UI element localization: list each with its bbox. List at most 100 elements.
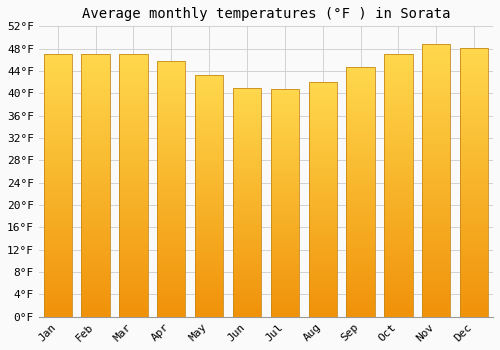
Bar — [270, 155, 299, 157]
Bar — [270, 230, 299, 232]
Bar — [308, 234, 337, 237]
Bar — [384, 272, 412, 275]
Bar — [346, 197, 375, 199]
Bar — [384, 220, 412, 222]
Bar — [233, 271, 261, 273]
Bar — [157, 289, 186, 291]
Bar — [384, 314, 412, 317]
Bar — [460, 128, 488, 131]
Bar — [460, 110, 488, 112]
Bar — [195, 138, 224, 141]
Bar — [119, 254, 148, 257]
Bar — [460, 212, 488, 215]
Bar — [460, 293, 488, 295]
Bar — [44, 212, 72, 215]
Bar — [157, 153, 186, 156]
Bar — [195, 223, 224, 225]
Bar — [82, 225, 110, 228]
Bar — [346, 104, 375, 106]
Bar — [384, 80, 412, 83]
Bar — [346, 192, 375, 194]
Bar — [195, 172, 224, 174]
Bar — [346, 69, 375, 71]
Bar — [157, 312, 186, 314]
Bar — [233, 287, 261, 289]
Bar — [460, 96, 488, 99]
Bar — [233, 282, 261, 285]
Bar — [422, 246, 450, 248]
Bar — [44, 114, 72, 117]
Bar — [44, 162, 72, 164]
Bar — [422, 194, 450, 197]
Bar — [82, 215, 110, 217]
Bar — [82, 264, 110, 267]
Bar — [270, 164, 299, 166]
Bar — [384, 99, 412, 101]
Bar — [270, 114, 299, 116]
Bar — [270, 282, 299, 285]
Bar — [270, 130, 299, 132]
Bar — [157, 253, 186, 256]
Bar — [233, 198, 261, 200]
Bar — [195, 107, 224, 109]
Bar — [422, 262, 450, 265]
Bar — [270, 119, 299, 121]
Bar — [233, 209, 261, 211]
Bar — [195, 158, 224, 160]
Bar — [157, 243, 186, 245]
Bar — [157, 304, 186, 307]
Bar — [157, 176, 186, 178]
Bar — [346, 297, 375, 299]
Bar — [422, 99, 450, 101]
Bar — [384, 299, 412, 301]
Bar — [384, 62, 412, 65]
Bar — [422, 189, 450, 191]
Bar — [119, 204, 148, 206]
Bar — [270, 287, 299, 289]
Bar — [384, 78, 412, 80]
Bar — [119, 91, 148, 93]
Bar — [422, 77, 450, 79]
Bar — [195, 288, 224, 290]
Bar — [195, 117, 224, 119]
Bar — [119, 104, 148, 107]
Bar — [346, 292, 375, 294]
Bar — [384, 246, 412, 248]
Bar — [44, 99, 72, 101]
Bar — [270, 248, 299, 251]
Bar — [460, 131, 488, 134]
Bar — [195, 208, 224, 211]
Bar — [346, 172, 375, 174]
Bar — [157, 194, 186, 197]
Bar — [119, 173, 148, 175]
Bar — [157, 278, 186, 281]
Bar — [346, 204, 375, 206]
Bar — [270, 205, 299, 208]
Bar — [308, 209, 337, 211]
Bar — [233, 113, 261, 115]
Bar — [233, 104, 261, 106]
Bar — [119, 215, 148, 217]
Bar — [460, 120, 488, 123]
Bar — [82, 60, 110, 62]
Bar — [44, 290, 72, 293]
Bar — [44, 222, 72, 225]
Bar — [422, 159, 450, 161]
Bar — [384, 180, 412, 183]
Bar — [384, 301, 412, 304]
Bar — [82, 120, 110, 122]
Bar — [195, 203, 224, 206]
Bar — [233, 299, 261, 301]
Bar — [195, 237, 224, 239]
Bar — [157, 117, 186, 120]
Bar — [270, 89, 299, 91]
Bar — [384, 290, 412, 293]
Bar — [308, 289, 337, 291]
Bar — [82, 130, 110, 133]
Bar — [384, 212, 412, 215]
Bar — [346, 237, 375, 239]
Bar — [195, 218, 224, 220]
Bar — [384, 54, 412, 57]
Bar — [346, 284, 375, 287]
Bar — [384, 159, 412, 162]
